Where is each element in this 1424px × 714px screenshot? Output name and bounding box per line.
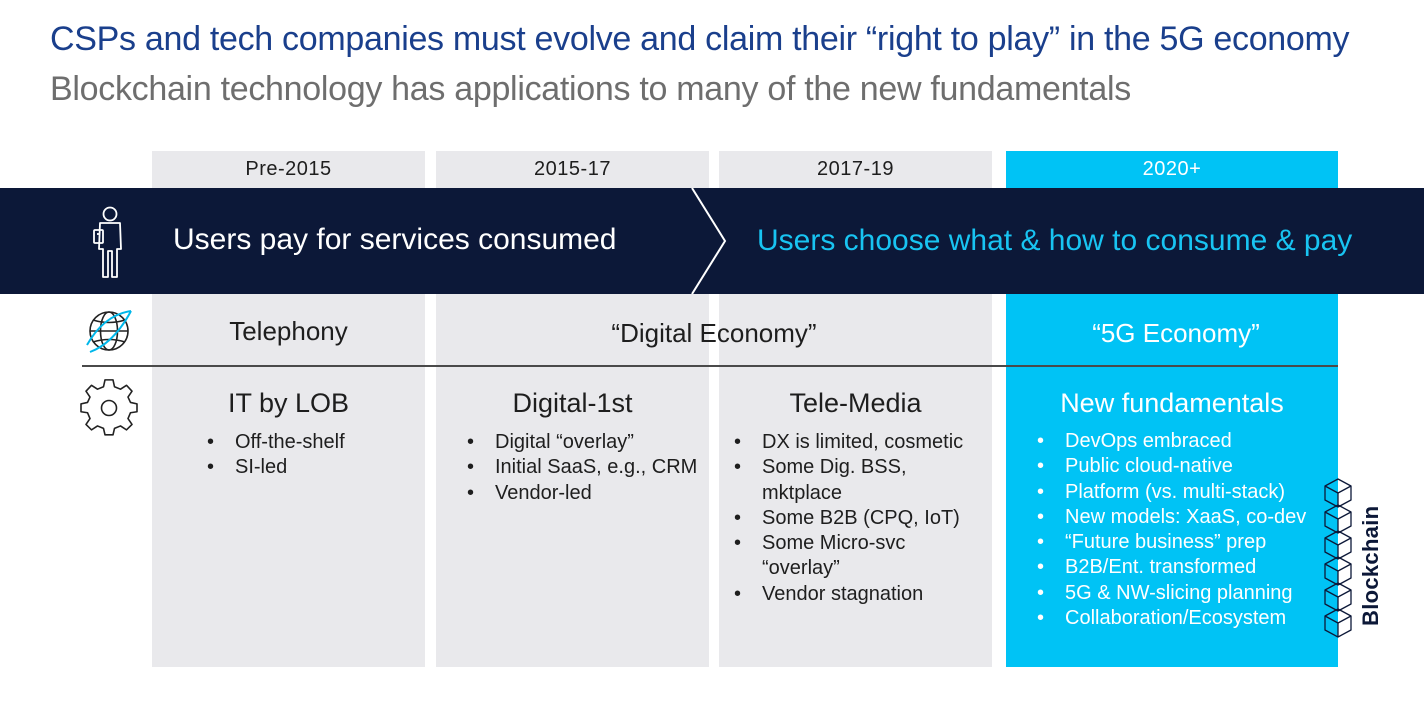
gear-icon bbox=[80, 379, 138, 436]
bullet-list: DX is limited, cosmetic Some Dig. BSS, m… bbox=[734, 430, 984, 607]
bullet-list: Digital “overlay” Initial SaaS, e.g., CR… bbox=[467, 430, 707, 506]
list-item: Platform (vs. multi-stack) bbox=[1037, 480, 1327, 506]
era-label: 2020+ bbox=[1142, 158, 1202, 180]
slide-subtitle: Blockchain technology has applications t… bbox=[50, 70, 1131, 108]
column-heading: Digital-1st bbox=[512, 388, 633, 418]
list-item: Initial SaaS, e.g., CRM bbox=[467, 455, 707, 481]
list-item: DevOps embraced bbox=[1037, 429, 1327, 455]
column-heading: New fundamentals bbox=[1060, 388, 1284, 418]
bullet-list: Off-the-shelf SI-led bbox=[207, 430, 417, 481]
list-item: B2B/Ent. transformed bbox=[1037, 555, 1327, 581]
economy-5g: “5G Economy” bbox=[1092, 318, 1260, 348]
list-item: DX is limited, cosmetic bbox=[734, 430, 984, 456]
list-item: Off-the-shelf bbox=[207, 430, 417, 456]
person-icon bbox=[93, 206, 122, 278]
list-item: Vendor stagnation bbox=[734, 582, 984, 608]
column-heading: Tele-Media bbox=[789, 388, 922, 418]
list-item: Some Micro-svc “overlay” bbox=[734, 531, 922, 582]
blockchain-label: Blockchain bbox=[1358, 505, 1383, 626]
slide-title: CSPs and tech companies must evolve and … bbox=[50, 20, 1350, 58]
list-item: “Future business” prep bbox=[1037, 530, 1327, 556]
blockchain-cubes-icon bbox=[1324, 478, 1352, 638]
list-item: Public cloud-native bbox=[1037, 454, 1327, 480]
business-model-band bbox=[0, 188, 1424, 294]
band-right-text: Users choose what & how to consume & pay bbox=[757, 224, 1353, 257]
list-item: Digital “overlay” bbox=[467, 430, 707, 456]
list-item: SI-led bbox=[207, 455, 417, 481]
economy-digital: “Digital Economy” bbox=[611, 318, 817, 348]
band-left-text: Users pay for services consumed bbox=[173, 223, 617, 256]
list-item: Collaboration/Ecosystem bbox=[1037, 606, 1327, 632]
list-item: 5G & NW-slicing planning bbox=[1037, 581, 1327, 607]
economy-telephony: Telephony bbox=[229, 316, 348, 346]
era-label: 2015-17 bbox=[534, 158, 611, 180]
list-item: New models: XaaS, co-dev bbox=[1037, 505, 1327, 531]
list-item: Some Dig. BSS, mktplace bbox=[734, 455, 912, 506]
globe-icon bbox=[86, 310, 132, 353]
list-item: Vendor-led bbox=[467, 481, 707, 507]
era-label: Pre-2015 bbox=[245, 158, 332, 180]
row-divider bbox=[82, 365, 1338, 367]
bullet-list: DevOps embraced Public cloud-native Plat… bbox=[1037, 429, 1327, 632]
column-heading: IT by LOB bbox=[227, 388, 350, 418]
era-label: 2017-19 bbox=[817, 158, 894, 180]
list-item: Some B2B (CPQ, IoT) bbox=[734, 506, 984, 532]
chevron-arrow-icon bbox=[691, 188, 727, 294]
